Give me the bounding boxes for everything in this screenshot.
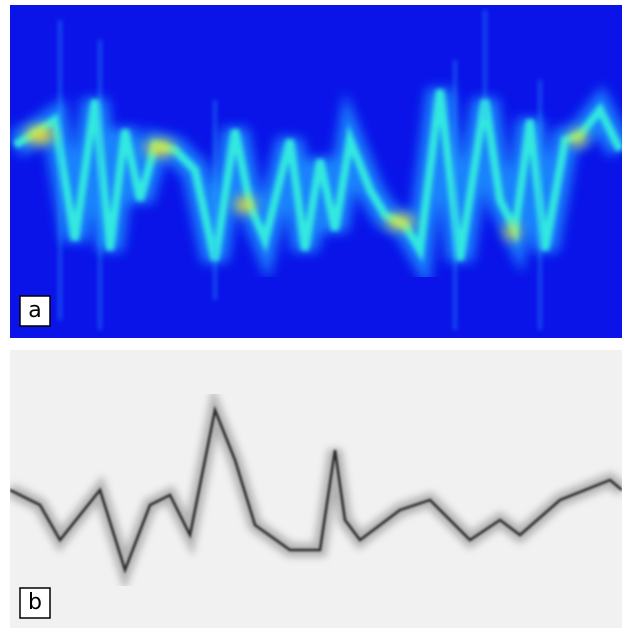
panel-label: a [28,298,41,323]
panel-label: b [28,590,42,615]
panel-a-image [10,5,622,338]
label-box [19,587,51,619]
panel-b-image [10,350,622,628]
label-box [19,295,51,327]
